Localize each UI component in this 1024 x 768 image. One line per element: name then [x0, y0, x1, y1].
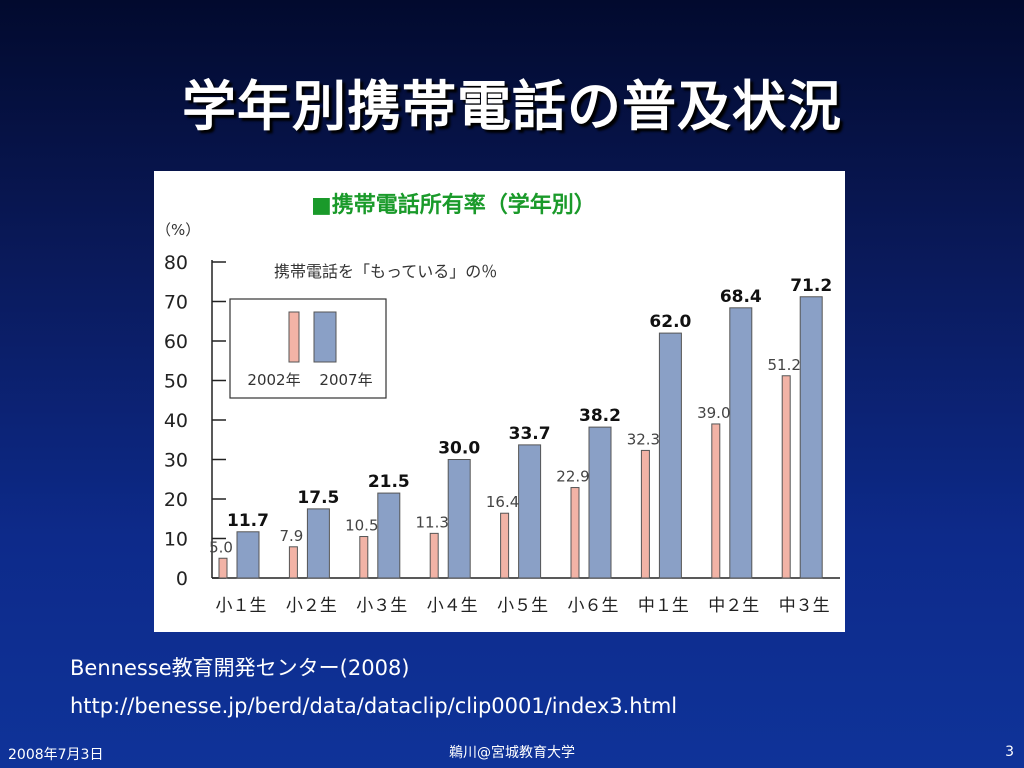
data-label-2007: 30.0 — [438, 439, 480, 459]
bar-2002 — [640, 449, 650, 579]
bar-2007 — [306, 508, 330, 579]
data-label-2007: 17.5 — [297, 488, 339, 508]
footer-page-number: 3 — [1005, 744, 1014, 760]
x-category-label: 中１生 — [638, 596, 689, 616]
legend-swatch-2007 — [313, 311, 337, 363]
bar-2002 — [570, 487, 580, 579]
chart-bars: 5.0 11.7 小１生 7.9 17.5 小２生 10.5 21.5 小３生 11.3 30.0 小… — [209, 276, 832, 616]
legend-swatch-2002 — [288, 311, 300, 363]
y-tick-label: 30 — [164, 450, 188, 472]
x-category-label: 小２生 — [286, 596, 337, 616]
y-tick-label: 80 — [164, 252, 188, 274]
data-label-2002: 7.9 — [279, 527, 303, 545]
y-tick-label: 70 — [164, 292, 188, 314]
x-category-label: 小５生 — [497, 596, 548, 616]
data-label-2007: 21.5 — [368, 472, 410, 492]
data-label-2007: 33.7 — [509, 424, 551, 444]
data-label-2002: 32.3 — [627, 430, 660, 448]
y-tick-label: 60 — [164, 331, 188, 353]
bar-2002 — [218, 557, 228, 579]
source-citation: Bennesse教育開発センター(2008) — [70, 656, 410, 680]
y-axis-unit: （%） — [156, 221, 200, 239]
bar-2002 — [500, 512, 510, 579]
y-tick-label: 10 — [164, 529, 188, 551]
data-label-2002: 51.2 — [767, 356, 800, 374]
bar-2002 — [711, 423, 721, 579]
chart-subtitle: 携帯電話を「もっている」の％ — [274, 262, 497, 281]
legend-label-2007: 2007年 — [319, 371, 372, 389]
x-category-label: 小３生 — [356, 596, 407, 616]
slide-title: 学年別携帯電話の普及状況 — [182, 75, 842, 138]
footer-date: 2008年7月3日 — [8, 747, 104, 763]
data-label-2002: 10.5 — [345, 517, 378, 535]
data-label-2002: 22.9 — [556, 468, 589, 486]
footer-author: 鵜川@宮城教育大学 — [449, 745, 575, 761]
bar-chart: ■携帯電話所有率（学年別） 携帯電話を「もっている」の％ （%） 0 10 20 30… — [156, 192, 840, 616]
chart-panel: ■携帯電話所有率（学年別） 携帯電話を「もっている」の％ （%） 0 10 20 30… — [154, 171, 845, 632]
x-category-label: 小４生 — [427, 596, 478, 616]
bar-2007 — [518, 444, 542, 579]
data-label-2002: 39.0 — [697, 404, 730, 422]
bar-2002 — [359, 536, 369, 579]
y-tick-label: 40 — [164, 410, 188, 432]
bar-2007 — [729, 307, 753, 579]
bar-2002 — [288, 546, 298, 579]
y-tick-label: 0 — [176, 568, 188, 590]
bar-2002 — [781, 375, 791, 579]
data-label-2007: 38.2 — [579, 406, 621, 426]
bar-2007 — [799, 296, 823, 579]
legend-frame — [229, 298, 387, 399]
data-label-2002: 11.3 — [415, 513, 448, 531]
x-category-label: 中３生 — [779, 596, 830, 616]
y-tick-label: 20 — [164, 489, 188, 511]
bar-2007 — [447, 459, 471, 579]
legend-label-2002: 2002年 — [247, 371, 300, 389]
bar-2007 — [236, 531, 260, 579]
data-label-2007: 62.0 — [649, 312, 691, 332]
chart-title: ■携帯電話所有率（学年別） — [311, 192, 596, 218]
bar-2007 — [588, 426, 612, 579]
x-category-label: 小１生 — [216, 596, 267, 616]
bar-2007 — [377, 492, 401, 579]
data-label-2002: 16.4 — [486, 493, 519, 511]
data-label-2007: 68.4 — [720, 287, 762, 307]
x-category-label: 中２生 — [708, 596, 759, 616]
data-label-2007: 71.2 — [790, 276, 832, 296]
data-label-2002: 5.0 — [209, 538, 233, 556]
bar-2007 — [658, 332, 682, 579]
data-label-2007: 11.7 — [227, 511, 269, 531]
x-category-label: 小６生 — [568, 596, 619, 616]
bar-2002 — [429, 532, 439, 579]
chart-legend: 2002年 2007年 — [229, 298, 387, 399]
y-tick-label: 50 — [164, 371, 188, 393]
source-url[interactable]: http://benesse.jp/berd/data/dataclip/cli… — [70, 694, 678, 718]
